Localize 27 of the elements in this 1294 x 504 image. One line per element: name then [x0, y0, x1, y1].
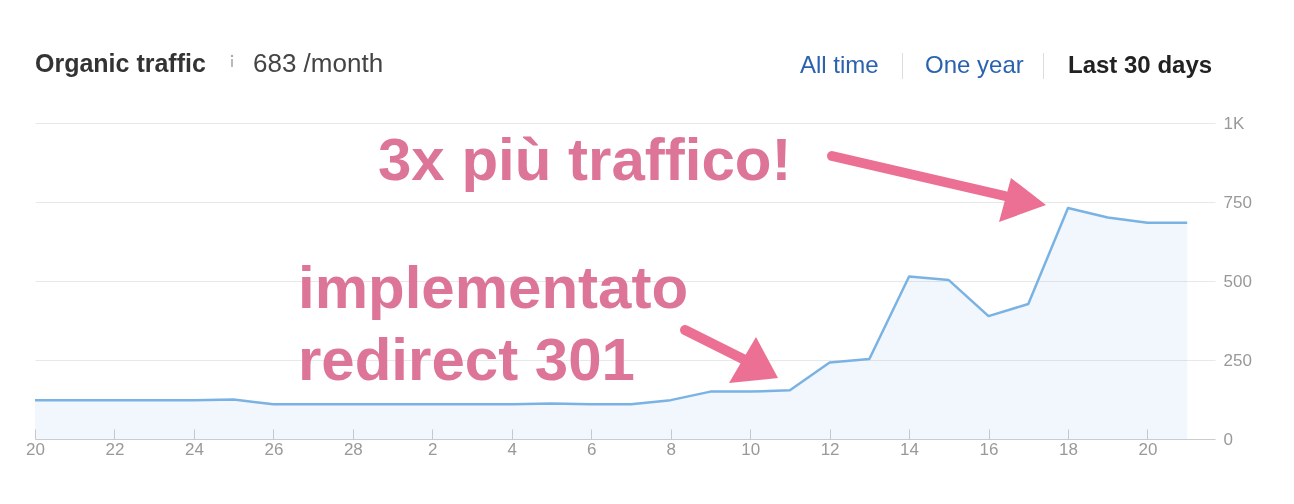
- y-tick-label: 1K: [1223, 113, 1245, 133]
- x-tick-label: 2: [428, 439, 438, 459]
- y-tick-label: 0: [1223, 429, 1233, 449]
- x-tick-label: 6: [586, 439, 597, 459]
- x-tick-label: 24: [184, 439, 204, 459]
- y-tick-label: 250: [1223, 350, 1252, 370]
- x-tick-label: 10: [741, 439, 761, 459]
- text: All time: [800, 51, 879, 79]
- x-tick-label: 28: [343, 439, 363, 459]
- x-tick-label: 16: [979, 439, 999, 459]
- text: One year: [925, 51, 1024, 79]
- x-tick-label: 22: [105, 439, 125, 459]
- x-tick-label: 18: [1059, 439, 1078, 459]
- text: Last 30 days: [1068, 51, 1213, 79]
- x-tick-label: 12: [820, 439, 840, 459]
- y-tick-label: 500: [1223, 271, 1252, 291]
- x-tick-label: 20: [1138, 439, 1158, 459]
- x-tick-label: 4: [507, 439, 517, 459]
- x-tick-label: 8: [666, 439, 676, 459]
- x-tick-label: 20: [26, 439, 45, 459]
- x-tick-label: 14: [900, 439, 920, 459]
- annotation: implementato redirect 301: [298, 253, 690, 395]
- annotation: 3x più traffico!: [378, 125, 792, 195]
- chart-title: Organic traffic: [35, 49, 206, 78]
- y-tick-label: 750: [1223, 192, 1252, 212]
- x-tick-label: 26: [264, 439, 284, 459]
- chart-subtitle: 683 /month: [253, 48, 384, 79]
